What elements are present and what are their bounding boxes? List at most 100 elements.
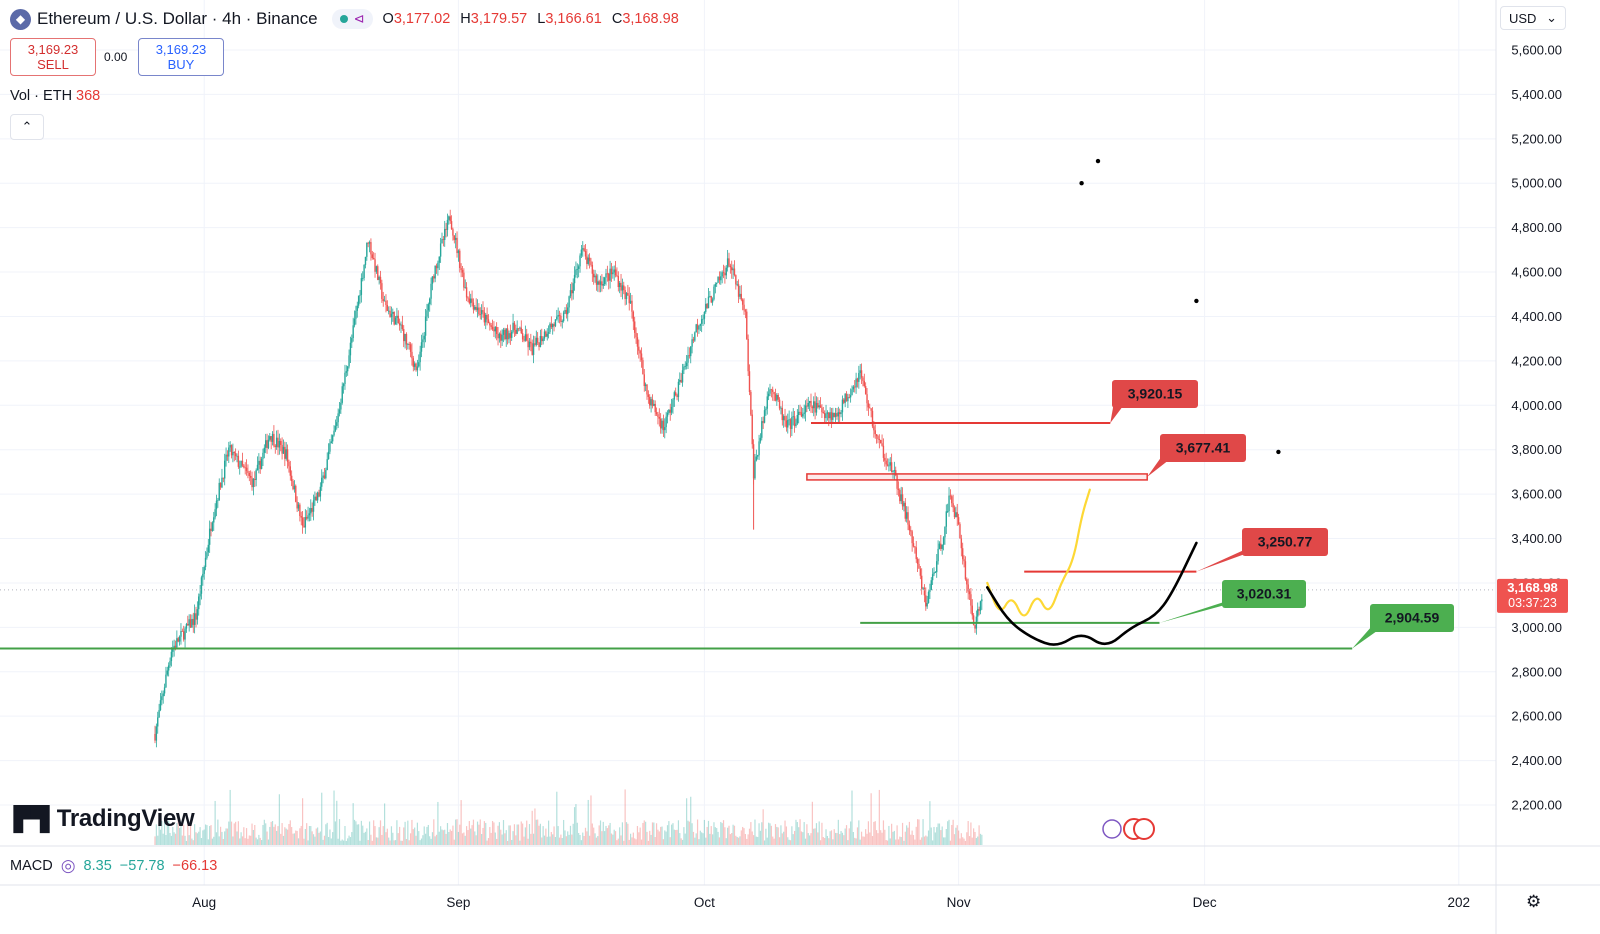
volume-bar [869, 832, 871, 845]
volume-bar [865, 829, 867, 845]
event-markers[interactable] [1102, 818, 1155, 840]
projection-path-black[interactable] [986, 541, 1198, 646]
candle-body [489, 323, 491, 326]
volume-bar [356, 824, 358, 845]
candle-body [195, 613, 197, 620]
candle-body [854, 386, 856, 388]
volume-bar [616, 840, 618, 845]
candle-body [366, 242, 368, 257]
y-tick-label: 4,800.00 [1511, 220, 1562, 235]
candle-body [925, 595, 927, 607]
volume-bar [396, 820, 398, 845]
candle-body [203, 566, 205, 574]
callout-box[interactable] [1242, 528, 1328, 556]
candle-body [342, 383, 345, 387]
symbol-title[interactable]: Ethereum / U.S. Dollar · 4h · Binance [37, 9, 318, 28]
volume-bar [866, 833, 868, 845]
currency-select[interactable]: USD ⌄ [1500, 6, 1566, 30]
status-pill[interactable]: ⊲ [331, 9, 373, 29]
volume-bar [919, 839, 921, 845]
candle-body [545, 331, 547, 337]
volume-bar [625, 822, 628, 845]
y-tick-label: 2,400.00 [1511, 753, 1562, 768]
drawn-point[interactable] [1276, 449, 1281, 455]
candle-body [174, 645, 177, 648]
volume-bar [210, 825, 212, 845]
support-level[interactable]: 3,020.31 [860, 580, 1306, 624]
candle-body [621, 285, 624, 291]
resistance-level[interactable]: 3,920.15 [811, 380, 1198, 425]
volume-bar [776, 826, 778, 845]
candle-body [834, 413, 837, 417]
indicator-settings-icon[interactable]: ◎ [60, 856, 76, 875]
candle-body [709, 296, 711, 297]
projection-path-yellow[interactable] [986, 488, 1091, 617]
volume-bar [870, 793, 872, 845]
brand-name: TradingView [56, 805, 195, 832]
volume-bar [640, 839, 643, 845]
volume-bar [971, 837, 973, 845]
candle-body [228, 447, 230, 457]
candle-body [893, 470, 896, 472]
callout-box[interactable] [1222, 580, 1306, 608]
drawn-point[interactable] [1194, 298, 1199, 304]
candle-body [569, 290, 572, 297]
sell-button[interactable]: 3,169.23 SELL [10, 38, 96, 76]
resistance-zone[interactable] [806, 473, 1148, 481]
candle-body [321, 477, 323, 487]
candle-body [236, 455, 238, 457]
volume-bar [748, 828, 751, 845]
candle-body [304, 517, 307, 528]
volume-bar [915, 826, 917, 845]
us-flag-event-icon[interactable] [1133, 818, 1155, 840]
callout-box[interactable] [1370, 604, 1454, 632]
candle-body [743, 304, 745, 311]
candle-body [461, 270, 464, 273]
resistance-level[interactable]: 3,677.41 [806, 434, 1246, 481]
candle-body [215, 500, 218, 510]
candle-body [288, 461, 290, 467]
drawn-point[interactable] [1095, 158, 1101, 164]
volume-bar [419, 840, 421, 845]
volume-bar [966, 832, 968, 845]
candle-body [852, 386, 855, 390]
volume-bar [362, 825, 364, 845]
candle-body [280, 440, 282, 445]
volume-legend[interactable]: Vol · ETH 368 [10, 88, 100, 104]
volume-bar [605, 825, 607, 845]
buy-button[interactable]: 3,169.23 BUY [138, 38, 224, 76]
candle-body [362, 277, 364, 279]
lightning-event-icon[interactable] [1102, 819, 1122, 839]
candle-body [787, 419, 789, 428]
candle-body [791, 417, 793, 429]
resistance-level[interactable]: 3,250.77 [1024, 528, 1328, 573]
candle-body [936, 561, 938, 573]
candle-body [184, 628, 186, 640]
candle-body [252, 478, 255, 488]
candle-body [251, 477, 253, 488]
volume-bar [904, 831, 906, 845]
candle-body [618, 282, 621, 288]
volume-bar [959, 838, 961, 845]
callout-box[interactable] [1160, 434, 1246, 462]
collapse-legend-button[interactable]: ⌃ [10, 114, 44, 140]
support-level[interactable]: 2,904.59 [0, 604, 1454, 650]
candle-body [571, 290, 573, 294]
macd-legend[interactable]: MACD ◎ 8.35 −57.78 −66.13 [10, 856, 217, 876]
candle-body [368, 242, 371, 244]
candle-body [217, 499, 219, 501]
candle-body [710, 296, 712, 303]
candle-body [312, 500, 315, 512]
candle-body [631, 300, 633, 312]
candle-body [345, 371, 348, 373]
volume-bar [345, 840, 347, 845]
volume-bar [502, 820, 505, 845]
share-icon[interactable]: ⊲ [353, 11, 365, 26]
gear-icon[interactable]: ⚙ [1526, 892, 1542, 911]
callout-box[interactable] [1112, 380, 1198, 408]
volume-bar [366, 828, 368, 845]
candle-body [426, 310, 428, 317]
drawn-point[interactable] [1079, 181, 1084, 186]
candle-body [471, 298, 473, 303]
